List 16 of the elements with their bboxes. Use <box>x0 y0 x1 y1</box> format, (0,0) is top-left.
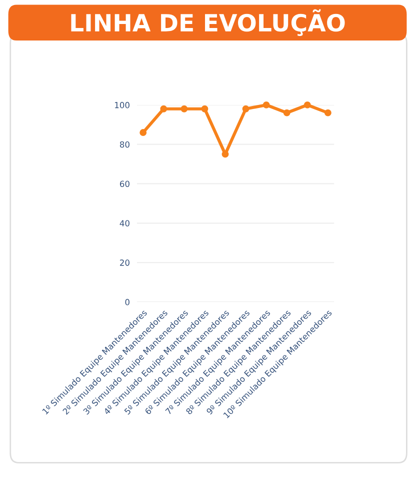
point <box>180 105 188 112</box>
point <box>324 109 332 116</box>
y-tick-label: 100 <box>115 102 130 108</box>
point <box>283 109 290 116</box>
chart-title: LINHA DE EVOLUÇÃO <box>71 9 345 36</box>
y-tick-label: 80 <box>120 141 130 148</box>
y-tick-label: 40 <box>120 220 130 226</box>
point <box>160 105 168 112</box>
point <box>304 101 311 108</box>
point <box>242 105 250 112</box>
point <box>201 105 208 112</box>
point <box>262 101 270 108</box>
y-tick-label: 20 <box>120 260 130 266</box>
y-tick-label: 60 <box>120 180 130 188</box>
point <box>140 129 147 136</box>
y-tick-label: 0 <box>125 298 130 306</box>
